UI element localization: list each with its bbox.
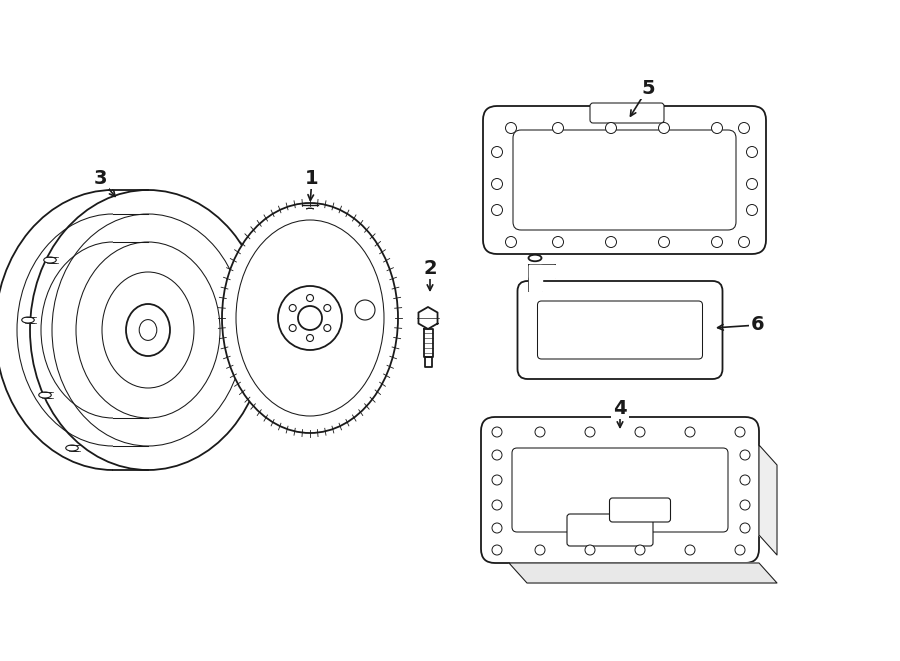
Circle shape	[685, 545, 695, 555]
Circle shape	[535, 545, 545, 555]
FancyBboxPatch shape	[567, 514, 653, 546]
Circle shape	[585, 545, 595, 555]
Circle shape	[740, 500, 750, 510]
Circle shape	[492, 545, 502, 555]
Circle shape	[685, 427, 695, 437]
Circle shape	[553, 122, 563, 134]
Polygon shape	[509, 563, 777, 583]
Text: 4: 4	[613, 399, 626, 418]
Circle shape	[324, 305, 331, 311]
Circle shape	[491, 204, 502, 215]
Circle shape	[492, 523, 502, 533]
Circle shape	[659, 122, 670, 134]
Circle shape	[712, 237, 723, 247]
Polygon shape	[418, 307, 437, 329]
Ellipse shape	[39, 392, 51, 398]
Polygon shape	[528, 265, 554, 278]
Circle shape	[324, 325, 331, 332]
Circle shape	[553, 237, 563, 247]
Polygon shape	[528, 265, 542, 291]
Circle shape	[739, 122, 750, 134]
FancyBboxPatch shape	[609, 498, 670, 522]
Ellipse shape	[44, 257, 56, 263]
Ellipse shape	[528, 254, 542, 261]
Circle shape	[746, 147, 758, 157]
Text: 1: 1	[305, 169, 319, 188]
Circle shape	[735, 427, 745, 437]
Circle shape	[289, 305, 296, 311]
Circle shape	[740, 523, 750, 533]
Circle shape	[735, 545, 745, 555]
Ellipse shape	[66, 445, 78, 451]
Circle shape	[606, 122, 616, 134]
Ellipse shape	[222, 203, 398, 433]
Text: 3: 3	[94, 169, 107, 188]
Polygon shape	[425, 357, 431, 367]
Circle shape	[355, 300, 375, 320]
Circle shape	[535, 427, 545, 437]
Circle shape	[307, 295, 313, 301]
FancyBboxPatch shape	[513, 130, 736, 230]
Ellipse shape	[22, 317, 34, 323]
Circle shape	[746, 204, 758, 215]
Text: 5: 5	[641, 79, 655, 98]
FancyBboxPatch shape	[481, 417, 759, 563]
FancyBboxPatch shape	[590, 103, 664, 123]
Text: 6: 6	[752, 315, 765, 334]
Circle shape	[585, 427, 595, 437]
Circle shape	[506, 237, 517, 247]
Ellipse shape	[140, 320, 157, 340]
Circle shape	[740, 450, 750, 460]
Circle shape	[506, 122, 517, 134]
Ellipse shape	[126, 304, 170, 356]
Circle shape	[491, 147, 502, 157]
Circle shape	[492, 475, 502, 485]
Text: 2: 2	[423, 258, 436, 278]
Circle shape	[740, 475, 750, 485]
Circle shape	[635, 545, 645, 555]
Polygon shape	[759, 445, 777, 555]
Circle shape	[492, 450, 502, 460]
Circle shape	[289, 325, 296, 332]
Circle shape	[659, 237, 670, 247]
Circle shape	[492, 427, 502, 437]
FancyBboxPatch shape	[483, 106, 766, 254]
Circle shape	[492, 500, 502, 510]
Circle shape	[491, 178, 502, 190]
Circle shape	[712, 122, 723, 134]
Circle shape	[307, 334, 313, 342]
Polygon shape	[424, 329, 433, 357]
Circle shape	[739, 237, 750, 247]
FancyBboxPatch shape	[518, 281, 723, 379]
Circle shape	[635, 427, 645, 437]
Circle shape	[746, 178, 758, 190]
Circle shape	[606, 237, 616, 247]
Circle shape	[298, 306, 322, 330]
